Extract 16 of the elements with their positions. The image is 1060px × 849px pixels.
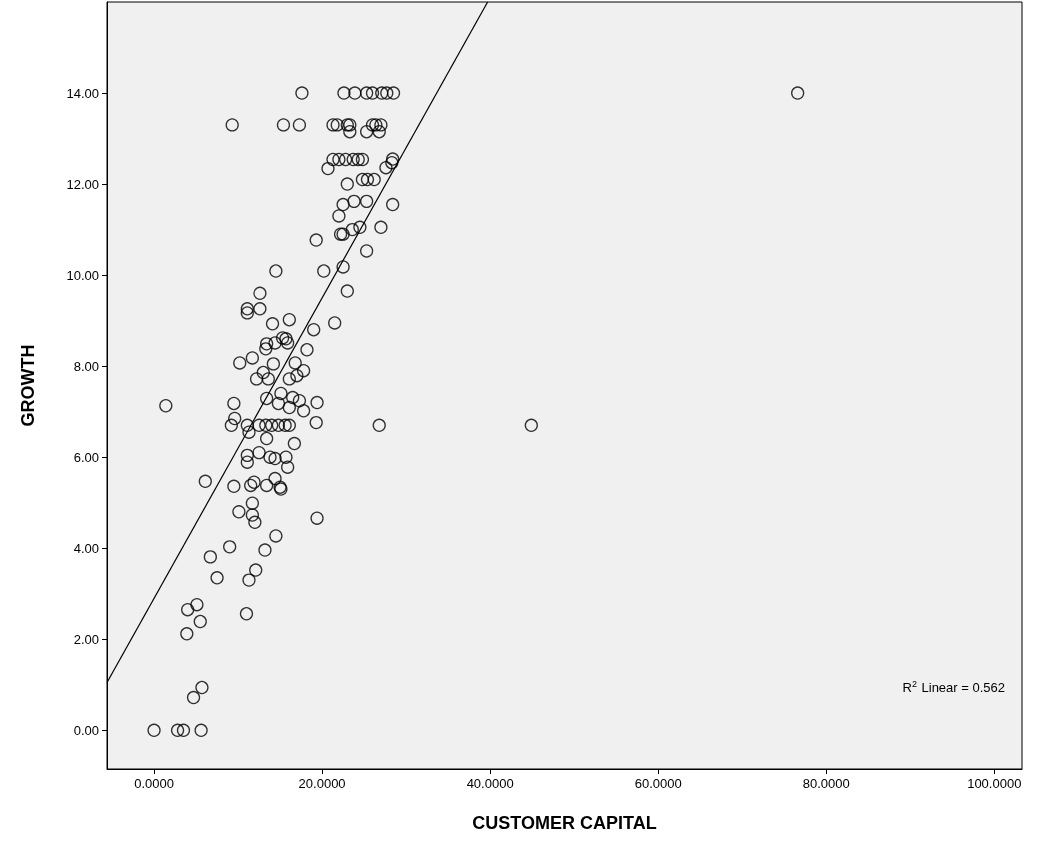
y-axis-title: GROWTH [18, 344, 38, 427]
x-tick-label: 20.0000 [298, 776, 346, 791]
x-tick-label: 40.0000 [466, 776, 514, 791]
y-tick-label: 4.00 [73, 540, 99, 556]
y-tick-label: 2.00 [73, 631, 99, 647]
y-tick-label: 12.00 [66, 176, 99, 192]
y-tick-label: 6.00 [73, 449, 99, 465]
x-tick-label: 100.0000 [967, 776, 1022, 791]
y-tick-label: 14.00 [66, 85, 99, 101]
x-tick-label: 60.0000 [634, 776, 682, 791]
y-tick-label: 0.00 [73, 722, 99, 738]
x-tick-label: 0.0000 [134, 776, 174, 791]
x-axis-title: CUSTOMER CAPITAL [472, 813, 657, 833]
x-tick-label: 80.0000 [802, 776, 850, 791]
y-tick-label: 10.00 [66, 267, 99, 283]
y-tick-label: 8.00 [73, 358, 99, 374]
